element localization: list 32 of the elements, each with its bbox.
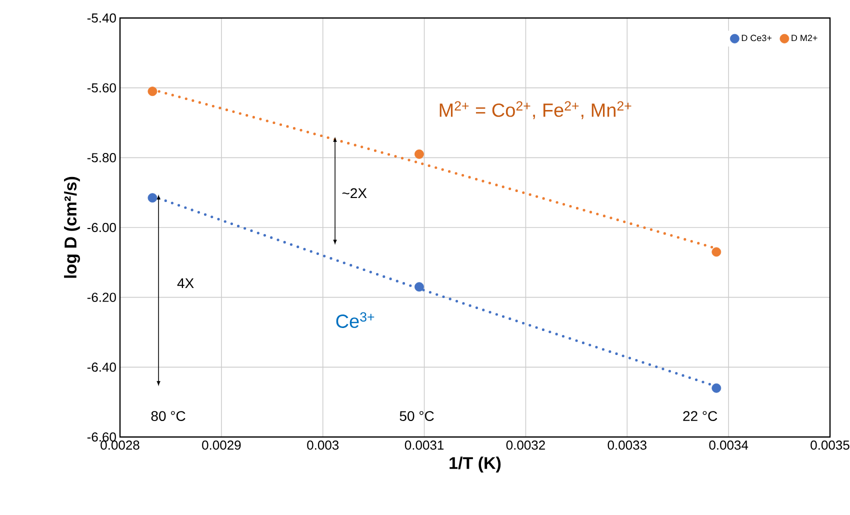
point: [414, 149, 424, 159]
x-axis-title: 1/T (K): [450, 456, 501, 472]
point: [414, 282, 424, 292]
point: [148, 193, 158, 203]
y-tick-label: -6.00: [87, 222, 116, 232]
x-tick-label: 0.0035: [810, 440, 850, 450]
point: [712, 247, 722, 257]
x-tick-label: 0.0031: [404, 440, 444, 450]
x-tick-label: 0.003: [307, 440, 339, 450]
x-tick-label: 0.0032: [506, 440, 545, 450]
x-tick-label: 0.0029: [202, 440, 241, 450]
annotation: ~2X: [342, 188, 367, 198]
annotation: 80 °C: [151, 411, 186, 422]
annotation: Ce$^{3+}$: [336, 312, 374, 328]
y-tick-label: -6.60: [87, 432, 116, 442]
x-tick-label: 0.0034: [709, 440, 748, 450]
point: [148, 86, 158, 96]
annotation: 50 °C: [400, 411, 434, 422]
y-axis-title: log D (cm²/s): [64, 176, 80, 278]
y-tick-label: -6.20: [87, 292, 116, 302]
y-tick-label: -5.80: [87, 153, 116, 162]
x-tick-label: 0.0028: [100, 440, 140, 450]
annotation: M$^{2+}$ = Co$^{2+}$, Fe$^{2+}$, Mn$^{2+}$: [440, 101, 632, 120]
y-tick-label: -5.60: [87, 83, 116, 92]
y-tick-label: -5.40: [87, 13, 116, 23]
legend-label: D M2+: [792, 34, 818, 42]
annotation: 4X: [177, 278, 194, 288]
annotation: 22 °C: [683, 411, 718, 422]
point: [712, 383, 722, 393]
legend-label: D Ce3+: [742, 34, 772, 42]
x-tick-label: 0.0033: [608, 440, 646, 450]
y-tick-label: -6.40: [87, 362, 116, 372]
